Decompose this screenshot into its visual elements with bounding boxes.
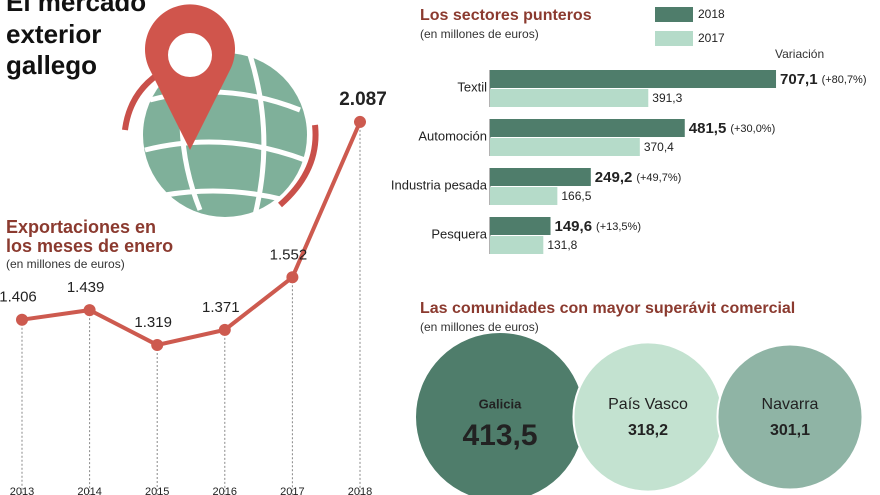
value-text: 370,4 (644, 140, 674, 154)
bar (490, 70, 777, 88)
value-text: 149,6 (555, 218, 593, 235)
bubble (414, 331, 586, 495)
value-label: 249,2 (+49,7%) (595, 169, 682, 186)
point (16, 313, 28, 326)
value-label: 131,8 (547, 238, 577, 252)
variation-label: (+49,7%) (636, 172, 681, 184)
line (21, 121, 362, 348)
point (151, 338, 164, 351)
bar-title: Los sectores punteros (420, 7, 592, 24)
value-label: 1.552 (270, 246, 308, 263)
bar (490, 119, 685, 137)
title-line: exterior (6, 19, 101, 49)
globe-illustration (122, 4, 319, 217)
line-title: Exportaciones en (6, 217, 156, 237)
line-subtitle: (en millones de euros) (6, 257, 125, 271)
category-label: Automoción (418, 128, 487, 143)
bubble (572, 341, 724, 493)
variation-label: (+80,7%) (822, 74, 867, 86)
point (354, 115, 366, 128)
bubble-value: 318,2 (628, 422, 668, 439)
bar-subtitle: (en millones de euros) (420, 27, 539, 41)
bubble-value: 301,1 (770, 422, 810, 439)
point (83, 304, 96, 317)
bubble-value: 413,5 (462, 419, 537, 452)
category-label: Pesquera (431, 226, 487, 241)
bar (490, 168, 591, 186)
legend-label: 2018 (698, 7, 725, 21)
value-label: 1.439 (67, 279, 105, 296)
bubble-subtitle: (en millones de euros) (420, 320, 539, 334)
x-tick-label: 2014 (77, 486, 101, 495)
legend-swatch (655, 7, 693, 22)
bar (490, 217, 551, 235)
point (286, 271, 299, 284)
bubble-name: País Vasco (608, 396, 688, 413)
value-text: 481,5 (689, 120, 727, 137)
bar (490, 236, 544, 254)
variation-label: (+13,5%) (596, 221, 641, 233)
value-text: 131,8 (547, 238, 577, 252)
bar (490, 187, 558, 205)
title-line: gallego (6, 50, 97, 80)
line-title: los meses de enero (6, 236, 173, 256)
value-label: 481,5 (+30,0%) (689, 120, 776, 137)
point (218, 323, 231, 336)
bubble-title: Las comunidades con mayor superávit come… (420, 300, 795, 317)
value-label: 391,3 (652, 91, 682, 105)
value-label: 1.371 (202, 299, 240, 316)
value-text: 249,2 (595, 169, 633, 186)
bubble-name: Galicia (479, 396, 522, 411)
x-tick-label: 2017 (280, 486, 304, 495)
value-label: 707,1 (+80,7%) (780, 71, 867, 88)
legend-swatch (655, 31, 693, 46)
category-label: Industria pesada (391, 177, 488, 192)
value-text: 707,1 (780, 71, 818, 88)
value-label: 149,6 (+13,5%) (555, 218, 642, 235)
x-tick-label: 2015 (145, 486, 169, 495)
variation-title: Variación (775, 47, 824, 61)
value-label: 1.319 (134, 314, 172, 331)
value-label: 166,5 (561, 189, 591, 203)
bubble (716, 343, 864, 491)
x-tick-label: 2013 (10, 486, 34, 495)
variation-label: (+30,0%) (730, 123, 775, 135)
bubble-name: Navarra (762, 396, 819, 413)
value-label: 370,4 (644, 140, 674, 154)
value-label: 2.087 (339, 89, 387, 110)
x-tick-label: 2016 (213, 486, 237, 495)
legend-label: 2017 (698, 31, 725, 45)
category-label: Textil (457, 79, 487, 94)
value-text: 166,5 (561, 189, 591, 203)
x-tick-label: 2018 (348, 486, 372, 495)
bar (490, 89, 649, 107)
value-text: 391,3 (652, 91, 682, 105)
value-label: 1.406 (0, 289, 37, 306)
bar (490, 138, 640, 156)
title-line: El mercado (6, 0, 146, 17)
